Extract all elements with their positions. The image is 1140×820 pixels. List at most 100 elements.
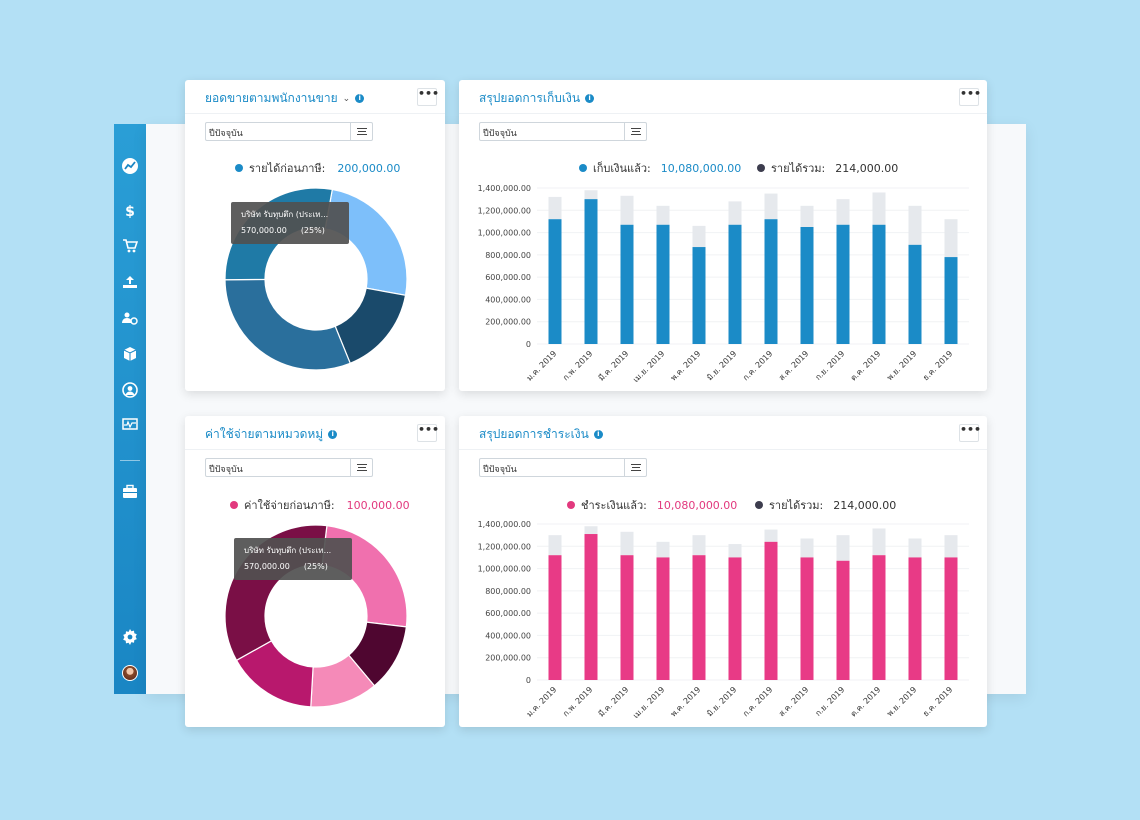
bar-value[interactable] [548, 555, 562, 680]
bar-value[interactable] [692, 247, 706, 344]
bar-value[interactable] [764, 219, 778, 344]
bar-value[interactable] [692, 555, 706, 680]
bar-total[interactable] [656, 205, 670, 225]
dollar-icon[interactable]: $ [120, 201, 140, 221]
more-options-button[interactable]: ••• [417, 424, 439, 442]
donut-slice[interactable] [224, 278, 351, 371]
period-select[interactable]: ปีปัจจุบัน [479, 122, 647, 141]
bar-value[interactable] [908, 557, 922, 680]
bar-total[interactable] [692, 225, 706, 248]
more-options-button[interactable]: ••• [959, 424, 981, 442]
y-tick-label: 200,000.00 [485, 654, 531, 663]
filter-lines-icon[interactable] [624, 123, 646, 140]
bar-total[interactable] [908, 538, 922, 558]
bar-value[interactable] [872, 224, 886, 344]
x-tick-label: ก.ค. 2019 [741, 685, 774, 718]
people-settings-icon[interactable] [120, 308, 140, 328]
bar-total[interactable] [584, 526, 598, 535]
period-select[interactable]: ปีปัจจุบัน [205, 122, 373, 141]
bar-total[interactable] [764, 529, 778, 542]
bar-total[interactable] [872, 528, 886, 556]
bar-total[interactable] [872, 192, 886, 225]
bar-total[interactable] [728, 544, 742, 558]
bar-value[interactable] [764, 541, 778, 680]
gear-icon[interactable] [120, 627, 140, 647]
cart-icon[interactable] [120, 236, 140, 256]
x-tick-label: ต.ค. 2019 [849, 685, 883, 719]
x-tick-label: มิ.ย. 2019 [705, 349, 738, 382]
more-options-button[interactable]: ••• [417, 88, 439, 106]
payment-bar-chart: 1,400,000.00 1,200,000.00 1,000,000.00 800,… [478, 520, 969, 720]
bar-value[interactable] [728, 224, 742, 344]
bar-value[interactable] [800, 227, 814, 344]
chart-legend: รายได้ก่อนภาษี: 200,000.00 [235, 159, 400, 177]
legend-label: เก็บเงินแล้ว: [593, 162, 651, 175]
bar-value[interactable] [944, 257, 958, 344]
bar-total[interactable] [548, 535, 562, 556]
y-tick-label: 600,000.00 [485, 609, 531, 618]
period-select-value: ปีปัจจุบัน [483, 465, 517, 475]
bar-total[interactable] [728, 201, 742, 225]
bar-value[interactable] [584, 199, 598, 344]
bar-value[interactable] [872, 555, 886, 680]
bar-total[interactable] [620, 531, 634, 556]
bar-value[interactable] [800, 557, 814, 680]
bar-total[interactable] [548, 196, 562, 220]
bar-value[interactable] [656, 224, 670, 344]
box-icon[interactable] [120, 344, 140, 364]
tooltip-name: บริษัท รับทุบตึก (ประเท... [241, 210, 329, 219]
bar-total[interactable] [800, 205, 814, 227]
bar-value[interactable] [584, 534, 598, 680]
bar-total[interactable] [584, 190, 598, 200]
bar-total[interactable] [800, 538, 814, 558]
period-select[interactable]: ปีปัจจุบัน [205, 458, 373, 477]
bar-value[interactable] [620, 555, 634, 680]
x-tick-label: ต.ค. 2019 [849, 349, 883, 383]
bar-value[interactable] [728, 557, 742, 680]
bar-total[interactable] [944, 219, 958, 258]
bar-value[interactable] [836, 560, 850, 680]
user-circle-icon[interactable] [120, 380, 140, 400]
filter-lines-icon[interactable] [350, 459, 372, 476]
bar-total[interactable] [836, 535, 850, 561]
bar-total[interactable] [836, 199, 850, 225]
y-tick-label: 200,000.00 [485, 318, 531, 327]
filter-lines-icon[interactable] [350, 123, 372, 140]
bar-total[interactable] [692, 535, 706, 556]
x-tick-label: ส.ค. 2019 [777, 685, 810, 718]
x-tick-label: ส.ค. 2019 [777, 349, 810, 382]
card-title[interactable]: ยอดขายตามพนักงานขาย ⌄ i [205, 89, 365, 108]
period-select-value: ปีปัจจุบัน [209, 129, 243, 139]
info-icon[interactable]: i [355, 94, 365, 103]
bar-value[interactable] [620, 224, 634, 344]
x-tick-label: พ.ค. 2019 [669, 685, 703, 719]
y-tick-label: 1,400,000.00 [478, 184, 531, 193]
bar-total[interactable] [656, 541, 670, 558]
info-icon[interactable]: i [585, 94, 595, 103]
info-icon[interactable]: i [593, 430, 603, 439]
bar-value[interactable] [548, 219, 562, 344]
bar-total[interactable] [764, 193, 778, 220]
upload-icon[interactable] [120, 272, 140, 292]
chevron-down-icon[interactable]: ⌄ [342, 93, 351, 104]
collection-summary-card: สรุปยอดการเก็บเงิน i ••• ปีปัจจุบัน เก็บ… [459, 80, 987, 391]
monitor-pulse-icon[interactable] [120, 415, 140, 435]
briefcase-icon[interactable] [120, 482, 140, 502]
bar-value[interactable] [908, 244, 922, 344]
bar-value[interactable] [656, 557, 670, 680]
more-options-button[interactable]: ••• [959, 88, 981, 106]
trend-icon[interactable] [120, 156, 140, 176]
filter-lines-icon[interactable] [624, 459, 646, 476]
x-tick-label: มิ.ย. 2019 [705, 685, 738, 718]
x-tick-label: พ.ค. 2019 [669, 349, 703, 383]
x-tick-label: ก.ย. 2019 [814, 685, 847, 718]
info-icon[interactable]: i [328, 430, 338, 439]
period-select[interactable]: ปีปัจจุบัน [479, 458, 647, 477]
bar-value[interactable] [944, 557, 958, 680]
avatar[interactable] [122, 665, 138, 681]
bar-total[interactable] [620, 195, 634, 225]
x-tick-label: มี.ค. 2019 [597, 685, 631, 719]
bar-total[interactable] [908, 205, 922, 245]
bar-value[interactable] [836, 224, 850, 344]
bar-total[interactable] [944, 535, 958, 558]
